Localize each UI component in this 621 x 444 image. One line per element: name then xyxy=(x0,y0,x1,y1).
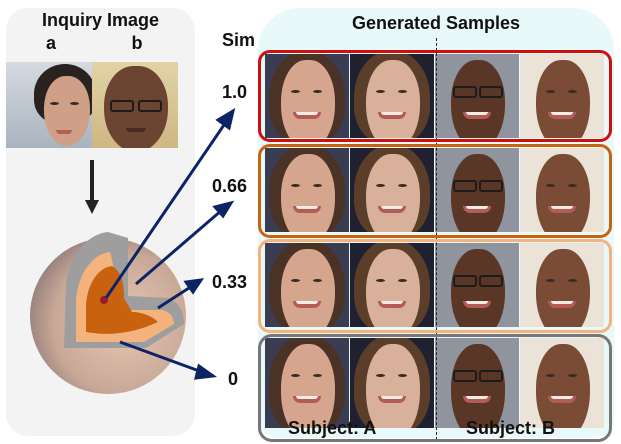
generated-face-b-1 xyxy=(435,338,519,428)
sim-value-1: 1.0 xyxy=(222,82,248,102)
generated-title: Generated Samples xyxy=(351,13,521,33)
sample-row-066 xyxy=(265,148,605,232)
generated-face-a-1 xyxy=(265,54,349,138)
subject-a-label: Subject: A xyxy=(288,418,377,438)
similarity-sphere xyxy=(30,232,186,394)
inquiry-image-b xyxy=(92,62,178,148)
generated-face-b-2 xyxy=(520,243,604,327)
generated-face-b-1 xyxy=(435,243,519,327)
sim-value-0: 0 xyxy=(228,369,239,389)
inquiry-image-a xyxy=(6,62,92,148)
sample-row-0 xyxy=(265,338,605,428)
generated-face-a-1 xyxy=(265,243,349,327)
generated-face-b-2 xyxy=(520,148,604,232)
sim-value-066: 0.66 xyxy=(212,176,248,196)
down-arrow-icon xyxy=(85,160,99,214)
row-border-066 xyxy=(258,144,612,238)
generated-face-a-2 xyxy=(350,243,434,327)
inquiry-title: Inquiry Image xyxy=(41,10,160,30)
generated-face-b-1 xyxy=(435,54,519,138)
generated-face-a-1 xyxy=(265,338,349,428)
sim-header: Sim xyxy=(222,30,256,50)
row-border-0 xyxy=(258,334,612,442)
row-border-1 xyxy=(258,50,612,142)
generated-face-a-1 xyxy=(265,148,349,232)
row-border-033 xyxy=(258,239,612,333)
generated-face-a-2 xyxy=(350,54,434,138)
sample-row-033 xyxy=(265,243,605,327)
sphere-core xyxy=(86,266,158,334)
generated-face-b-2 xyxy=(520,338,604,428)
subject-b-label: Subject: B xyxy=(466,418,556,438)
generated-face-a-2 xyxy=(350,148,434,232)
sim-value-033: 0.33 xyxy=(212,272,248,292)
generated-face-b-2 xyxy=(520,54,604,138)
inquiry-label-b: b xyxy=(131,33,143,53)
arrow-head-1 xyxy=(215,107,236,131)
sample-row-1 xyxy=(265,54,605,138)
generated-face-b-1 xyxy=(435,148,519,232)
generated-face-a-2 xyxy=(350,338,434,428)
inquiry-label-a: a xyxy=(45,33,56,53)
